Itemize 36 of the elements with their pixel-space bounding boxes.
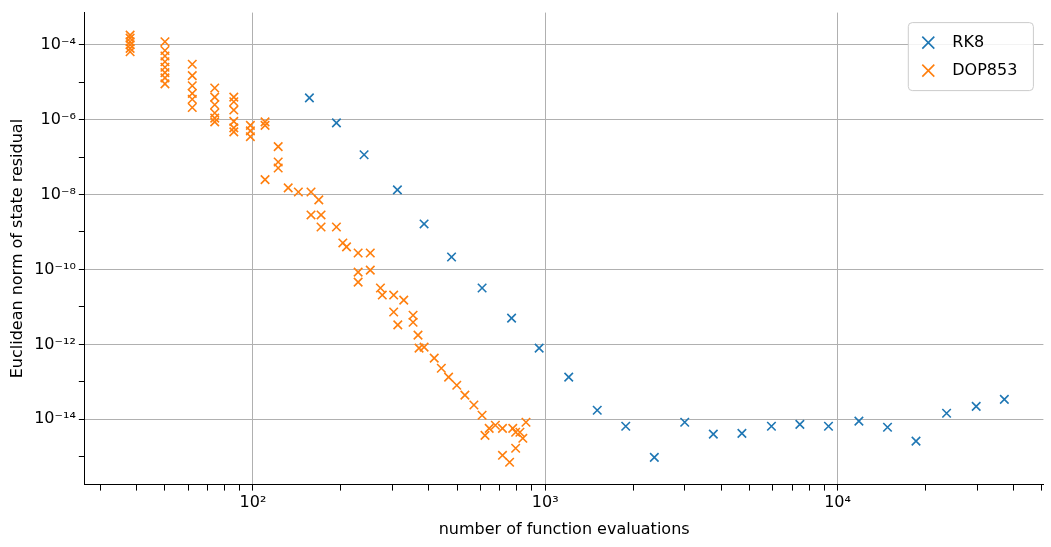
point xyxy=(910,436,922,447)
point xyxy=(506,313,517,324)
point xyxy=(794,419,805,430)
point xyxy=(649,452,660,463)
point xyxy=(477,282,488,294)
x-tick-label: 10³ xyxy=(531,492,559,512)
point xyxy=(736,428,747,439)
point xyxy=(823,421,834,432)
point xyxy=(766,421,777,432)
point xyxy=(563,372,574,383)
y-tick-label: 10⁻⁴ xyxy=(40,33,76,53)
y-tick-label: 10⁻⁶ xyxy=(40,108,76,128)
point xyxy=(304,92,315,103)
y-tick-label: 10⁻¹⁰ xyxy=(34,258,76,278)
y-axis-title: Euclidean norm of state residual xyxy=(6,118,26,379)
point xyxy=(592,405,603,416)
point xyxy=(331,117,342,128)
y-tick-label: 10⁻¹⁴ xyxy=(34,408,76,428)
y-tick-label: 10⁻¹² xyxy=(34,333,76,353)
x-tick-label: 10⁴ xyxy=(824,492,851,512)
legend-label: DOP853 xyxy=(952,59,1018,79)
point xyxy=(359,149,370,160)
point xyxy=(679,417,690,428)
point xyxy=(999,394,1010,405)
point xyxy=(446,251,457,263)
point xyxy=(853,416,864,427)
x-axis-title: number of function evaluations xyxy=(438,518,690,538)
point xyxy=(708,429,719,440)
point xyxy=(882,422,893,433)
point xyxy=(941,408,952,419)
point xyxy=(419,218,430,229)
x-tick-label: 10² xyxy=(239,492,267,512)
y-tick-label: 10⁻⁸ xyxy=(40,183,76,203)
legend-label: RK8 xyxy=(952,31,985,51)
point xyxy=(620,421,631,432)
point xyxy=(534,343,545,354)
